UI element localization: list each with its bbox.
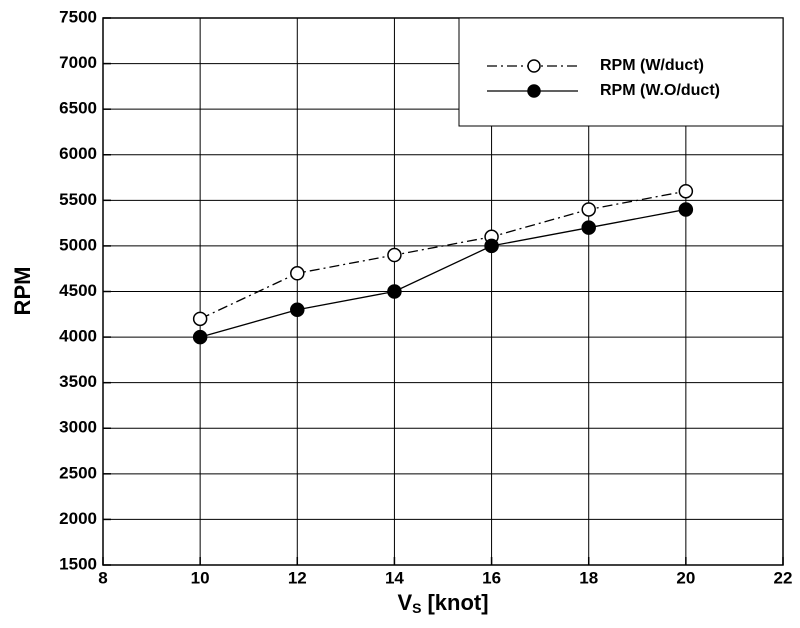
y-tick-label: 1500 (59, 554, 97, 573)
x-label-unit: [knot] (427, 590, 488, 615)
marker (678, 183, 694, 199)
marker (387, 284, 402, 299)
marker (581, 202, 596, 217)
marker (192, 329, 208, 345)
x-label-main: V (397, 590, 412, 615)
marker (581, 220, 596, 235)
marker (290, 266, 305, 281)
y-tick-label: 3000 (59, 418, 97, 437)
x-tick-label: 22 (774, 568, 793, 587)
x-tick-label: 16 (482, 568, 501, 587)
y-axis-label: RPM (10, 267, 35, 316)
y-tick-label: 5500 (59, 190, 97, 209)
y-tick-label: 3500 (59, 372, 97, 391)
y-tick-label: 5000 (59, 235, 97, 254)
legend-label: RPM (W.O/duct) (600, 82, 720, 99)
x-label-subscript: S (412, 600, 421, 616)
x-tick-label: 12 (288, 568, 307, 587)
y-tick-label: 4500 (59, 281, 97, 300)
x-tick-label: 14 (385, 568, 404, 587)
y-tick-label: 2500 (59, 463, 97, 482)
marker (678, 202, 694, 217)
y-tick-label: 4000 (59, 327, 97, 346)
y-tick-label: 6500 (59, 99, 97, 118)
legend-marker (527, 84, 541, 98)
x-axis-label: VS [knot] (397, 590, 488, 616)
series-line (199, 190, 686, 320)
marker (484, 238, 499, 254)
plot-frame (102, 17, 784, 566)
legend-marker (527, 59, 541, 73)
marker (387, 247, 402, 263)
y-tick-label: 7000 (59, 53, 97, 72)
marker (192, 311, 208, 327)
y-tick-label: 7500 (59, 7, 97, 26)
legend-label: RPM (W/duct) (600, 57, 704, 74)
x-tick-label: 18 (579, 568, 598, 587)
x-tick-label: 10 (191, 568, 210, 587)
x-tick-label: 20 (676, 568, 695, 587)
x-tick-label: 8 (98, 568, 107, 587)
y-tick-label: 6000 (59, 144, 97, 163)
y-tick-label: 2000 (59, 509, 97, 528)
marker (290, 302, 305, 317)
series-line (199, 208, 686, 338)
legend-box (458, 17, 784, 127)
